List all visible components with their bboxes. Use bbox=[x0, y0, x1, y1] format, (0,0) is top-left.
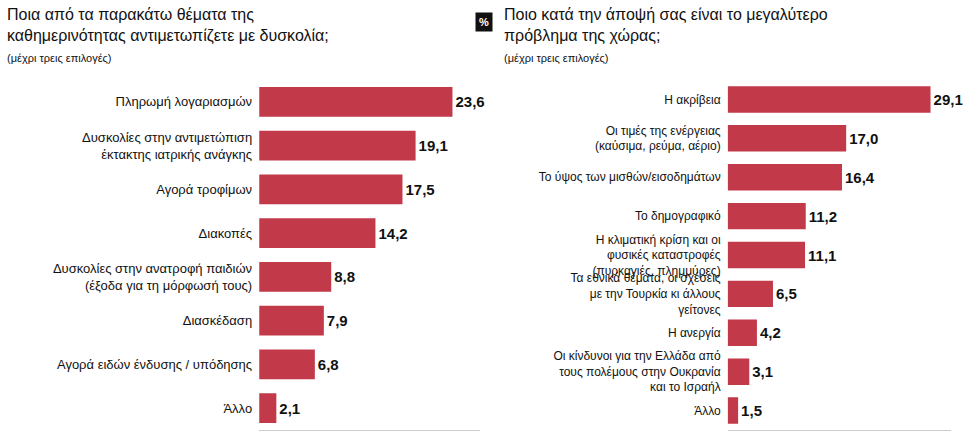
svg-text:4,2: 4,2 bbox=[760, 324, 781, 341]
svg-text:Αγορά τροφίμων: Αγορά τροφίμων bbox=[156, 182, 252, 197]
svg-text:7,9: 7,9 bbox=[327, 312, 348, 329]
svg-text:Ποια από τα παρακάτω θέματα τη: Ποια από τα παρακάτω θέματα τηςκαθημεριν… bbox=[7, 6, 329, 45]
svg-text:1,5: 1,5 bbox=[741, 402, 762, 419]
svg-text:14,2: 14,2 bbox=[378, 225, 407, 242]
svg-text:Η κλιματική κρίση και οιφυσικέ: Η κλιματική κρίση και οιφυσικές καταστρο… bbox=[592, 233, 721, 278]
svg-text:Οι τιμές της ενέργειας(καύσιμα: Οι τιμές της ενέργειας(καύσιμα, ρεύμα, α… bbox=[595, 124, 721, 154]
svg-text:Το δημογραφικό: Το δημογραφικό bbox=[635, 209, 721, 223]
svg-text:Αγορά ειδών ένδυσης / υπόδησης: Αγορά ειδών ένδυσης / υπόδησης bbox=[57, 357, 252, 372]
svg-text:Άλλο: Άλλο bbox=[223, 401, 252, 416]
svg-text:Πληρωμή λογαριασμών: Πληρωμή λογαριασμών bbox=[116, 94, 253, 109]
svg-text:Ποιο κατά την άποψή σας είναι: Ποιο κατά την άποψή σας είναι το μεγαλύτ… bbox=[504, 6, 828, 44]
svg-text:Οι κίνδυνοι για την Ελλάδα από: Οι κίνδυνοι για την Ελλάδα απότους πολέμ… bbox=[553, 349, 721, 394]
svg-text:Άλλο: Άλλο bbox=[694, 404, 721, 418]
svg-text:(μέχρι τρεις επιλογές): (μέχρι τρεις επιλογές) bbox=[7, 52, 112, 64]
svg-text:11,2: 11,2 bbox=[809, 208, 837, 225]
svg-text:Το ύψος των μισθών/εισοδημάτων: Το ύψος των μισθών/εισοδημάτων bbox=[539, 170, 721, 184]
svg-text:Διακοπές: Διακοπές bbox=[199, 226, 253, 241]
svg-text:Η ακρίβεια: Η ακρίβεια bbox=[664, 93, 720, 107]
svg-text:Δυσκολίες στην ανατροφή παιδιώ: Δυσκολίες στην ανατροφή παιδιών(έξοδα γι… bbox=[53, 261, 252, 293]
svg-text:2,1: 2,1 bbox=[279, 400, 300, 417]
svg-text:Διασκέδαση: Διασκέδαση bbox=[183, 313, 252, 328]
svg-text:3,1: 3,1 bbox=[752, 363, 773, 380]
svg-text:(μέχρι τρεις επιλογές): (μέχρι τρεις επιλογές) bbox=[504, 52, 609, 64]
svg-text:16,4: 16,4 bbox=[845, 169, 875, 186]
svg-text:17,5: 17,5 bbox=[405, 181, 434, 198]
svg-text:%: % bbox=[479, 16, 489, 28]
svg-text:6,5: 6,5 bbox=[776, 285, 797, 302]
svg-text:29,1: 29,1 bbox=[934, 91, 963, 108]
svg-text:23,6: 23,6 bbox=[455, 93, 484, 110]
svg-text:Δυσκολίες στην αντιμετώπισηέκτ: Δυσκολίες στην αντιμετώπισηέκτακτης ιατρ… bbox=[82, 130, 252, 162]
svg-text:17,0: 17,0 bbox=[849, 130, 878, 147]
svg-text:Τα εθνικά θέματα, οι σχέσειςμε: Τα εθνικά θέματα, οι σχέσειςμε την Τουρκ… bbox=[571, 271, 721, 316]
svg-text:6,8: 6,8 bbox=[318, 356, 339, 373]
svg-text:11,1: 11,1 bbox=[808, 247, 836, 264]
svg-text:19,1: 19,1 bbox=[419, 137, 448, 154]
svg-text:Η ανεργία: Η ανεργία bbox=[668, 326, 721, 340]
svg-text:8,8: 8,8 bbox=[334, 268, 355, 285]
